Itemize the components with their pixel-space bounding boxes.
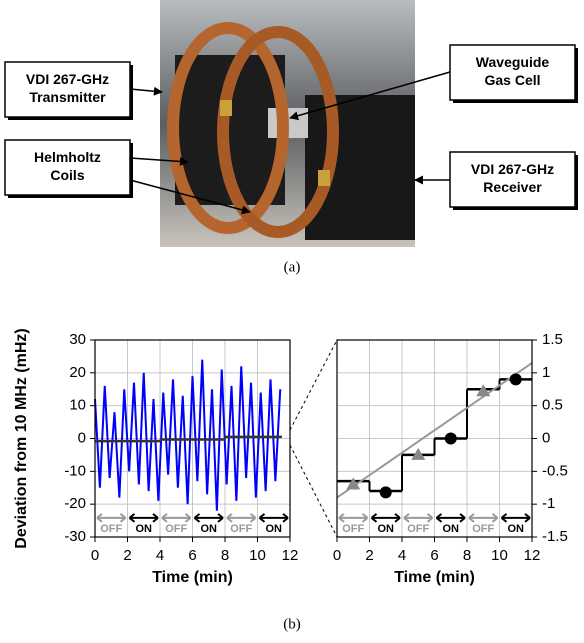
y-tick-label: -10 <box>64 462 86 479</box>
phase-arrow-head <box>258 513 289 523</box>
marker <box>476 384 491 397</box>
callout-arrow <box>129 86 163 96</box>
x-tick-label: 0 <box>333 547 341 564</box>
callout-box <box>4 139 131 196</box>
phase-label: OFF <box>342 523 364 535</box>
callout-text: Coils <box>50 167 84 183</box>
phase-arrow-head <box>500 513 531 523</box>
caption: (b) <box>283 616 301 632</box>
x-tick-label: 10 <box>249 547 266 564</box>
y-tick-label: 1.5 <box>542 331 563 348</box>
phase-arrow-head <box>193 513 224 523</box>
callout-arrow <box>129 156 189 166</box>
plot-frame <box>94 339 291 538</box>
callout-text: VDI 267-GHz <box>26 71 109 87</box>
x-axis-label: Time (min) <box>394 569 475 586</box>
data-line <box>336 362 533 499</box>
callout-text: Receiver <box>483 179 542 195</box>
phase-arrow-head <box>128 513 159 523</box>
x-tick-label: 12 <box>524 547 541 564</box>
phase-arrow-head <box>226 513 257 523</box>
phase-arrow-head <box>435 513 466 523</box>
phase-label: ON <box>443 523 460 535</box>
callout-box <box>449 151 576 208</box>
x-tick-label: 2 <box>123 547 131 564</box>
y-tick-label: 1 <box>542 364 550 381</box>
connector <box>289 444 338 538</box>
y-tick-label: -1.5 <box>542 528 568 545</box>
x-tick-label: 4 <box>156 547 164 564</box>
y-tick-label: 20 <box>69 364 86 381</box>
phase-arrow-head <box>468 513 499 523</box>
x-tick-label: 4 <box>398 547 406 564</box>
phase-label: OFF <box>100 523 122 535</box>
callout-box <box>449 44 576 101</box>
phase-label: OFF <box>165 523 187 535</box>
callout-text: Waveguide <box>476 54 550 70</box>
marker <box>444 432 457 445</box>
x-tick-label: 10 <box>491 547 508 564</box>
phase-label: ON <box>201 523 218 535</box>
marker <box>509 373 522 386</box>
y-tick-label: 30 <box>69 331 86 348</box>
callout-text: Helmholtz <box>34 149 101 165</box>
x-tick-label: 6 <box>430 547 438 564</box>
marker <box>379 486 392 499</box>
phase-label: ON <box>136 523 153 535</box>
x-tick-label: 8 <box>221 547 229 564</box>
y-tick-label: -20 <box>64 495 86 512</box>
phase-label: OFF <box>407 523 429 535</box>
x-tick-label: 8 <box>463 547 471 564</box>
y-tick-label: 10 <box>69 397 86 414</box>
y-axis-label: Deviation from 10 MHz (mHz) <box>13 328 30 548</box>
y-tick-label: 0 <box>542 429 550 446</box>
callout-text: Transmitter <box>29 89 106 105</box>
connector <box>289 339 338 431</box>
photo <box>160 0 415 247</box>
phase-label: ON <box>508 523 525 535</box>
y-tick-label: -30 <box>64 528 86 545</box>
callouts: VDI 267-GHz Transmitter Helmholtz Coils Wave… <box>4 44 578 215</box>
y-tick-label: 0 <box>78 429 86 446</box>
y-tick-label: 0.5 <box>542 397 563 414</box>
x-tick-label: 6 <box>188 547 196 564</box>
y-tick-label: -0.5 <box>542 462 568 479</box>
y-tick-label: -1 <box>542 495 555 512</box>
marker <box>346 477 361 490</box>
x-axis-label: Time (min) <box>152 569 233 586</box>
x-tick-label: 12 <box>282 547 299 564</box>
data-line <box>94 359 282 511</box>
phase-label: ON <box>266 523 283 535</box>
callout-text: Gas Cell <box>484 72 540 88</box>
phase-arrow-head <box>370 513 401 523</box>
callout-arrow <box>289 71 451 121</box>
chart: 0 2 4 6 8 10 12 -30 -20 -10 0 10 20 30 OFF ON OFF ON OFF ON… <box>13 328 298 586</box>
phase-arrow-head <box>161 513 192 523</box>
caption: (a) <box>284 259 301 275</box>
callout-text: VDI 267-GHz <box>471 161 554 177</box>
chart: 0 2 4 6 8 10 12-1.5 -1 -0.5 0 0.5 1 1.5 OFF ON OFF ON OFF… <box>333 331 568 586</box>
x-tick-label: 0 <box>91 547 99 564</box>
phase-label: ON <box>378 523 395 535</box>
plot-frame <box>336 339 533 538</box>
phase-arrow-head <box>338 513 369 523</box>
phase-label: OFF <box>230 523 252 535</box>
phase-arrow-head <box>403 513 434 523</box>
phase-label: OFF <box>472 523 494 535</box>
phase-arrow-head <box>96 513 127 523</box>
callout-arrow <box>129 179 251 215</box>
marker <box>411 447 426 460</box>
x-tick-label: 2 <box>365 547 373 564</box>
